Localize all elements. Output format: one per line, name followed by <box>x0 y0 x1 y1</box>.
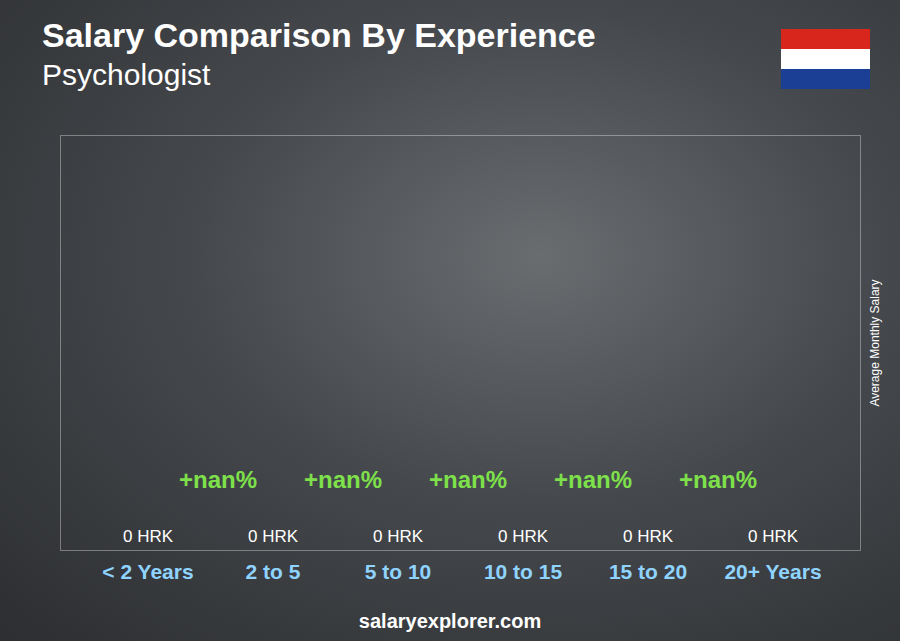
html-text:salaryexplorer.com: salaryexplorer.com <box>358 610 542 632</box>
svg-text:2 to 5: 2 to 5 <box>246 560 301 583</box>
svg-text:+nan%: +nan% <box>429 466 507 493</box>
svg-text:0 HRK: 0 HRK <box>248 527 299 546</box>
svg-text:0 HRK: 0 HRK <box>623 527 674 546</box>
svg-text:Average Monthly Salary: Average Monthly Salary <box>868 279 882 406</box>
svg-text:0 HRK: 0 HRK <box>498 527 549 546</box>
svg-text:20+ Years: 20+ Years <box>724 560 821 583</box>
svg-text:15 to 20: 15 to 20 <box>609 560 687 583</box>
html-text:Salary Comparison By Experienc: Salary Comparison By Experience <box>42 16 596 54</box>
html-text:Psychologist: Psychologist <box>42 58 211 91</box>
svg-text:+nan%: +nan% <box>554 466 632 493</box>
svg-text:0 HRK: 0 HRK <box>123 527 174 546</box>
svg-text:0 HRK: 0 HRK <box>748 527 799 546</box>
svg-text:0 HRK: 0 HRK <box>373 527 424 546</box>
svg-text:10 to 15: 10 to 15 <box>484 560 563 583</box>
svg-text:+nan%: +nan% <box>679 466 757 493</box>
svg-text:5 to 10: 5 to 10 <box>365 560 432 583</box>
svg-text:+nan%: +nan% <box>179 466 257 493</box>
svg-text:< 2 Years: < 2 Years <box>102 560 193 583</box>
svg-text:+nan%: +nan% <box>304 466 382 493</box>
